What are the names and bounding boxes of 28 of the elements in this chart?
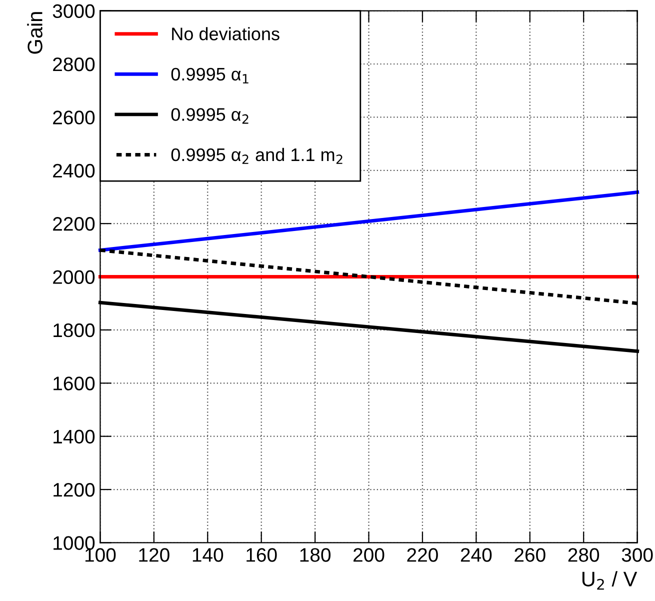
legend-label: 0.9995 α$_{2}$ [171, 108, 248, 124]
x-tick-label: 200 [354, 548, 384, 562]
legend-label: No deviations [172, 27, 280, 40]
x-tick-label: 120 [139, 548, 170, 562]
y-tick-label: 1800 [54, 323, 95, 338]
x-tick-label: 260 [514, 548, 546, 562]
y-tick-label: 2200 [53, 217, 95, 231]
y-tick-label: 1600 [54, 376, 95, 390]
x-tick-label: 220 [407, 548, 438, 562]
y-tick-label: 2600 [53, 110, 95, 124]
y-tick-label: 1000 [54, 536, 95, 550]
x-axis-title: U$_{2}$ / V [582, 571, 638, 590]
x-tick-label: 280 [568, 548, 600, 562]
y-tick-label: 2800 [53, 57, 95, 72]
x-tick-label: 100 [85, 548, 116, 562]
y-tick-label: 3000 [52, 4, 95, 18]
legend-label: 0.9995 α$_{1}$ [171, 68, 248, 84]
x-tick-label: 160 [246, 548, 277, 562]
y-tick-label: 2400 [53, 164, 95, 178]
x-tick-label: 240 [460, 548, 492, 562]
y-tick-label: 2000 [53, 270, 95, 284]
x-tick-label: 300 [622, 548, 653, 562]
x-tick-label: 180 [300, 548, 331, 562]
y-axis-title: Gain [27, 12, 42, 54]
legend-label: 0.9995 α$_{2}$ and 1.1 m$_{2}$ [171, 148, 342, 164]
y-tick-label: 1200 [54, 482, 95, 497]
y-tick-label: 1400 [54, 430, 95, 444]
x-tick-label: 140 [192, 548, 224, 562]
